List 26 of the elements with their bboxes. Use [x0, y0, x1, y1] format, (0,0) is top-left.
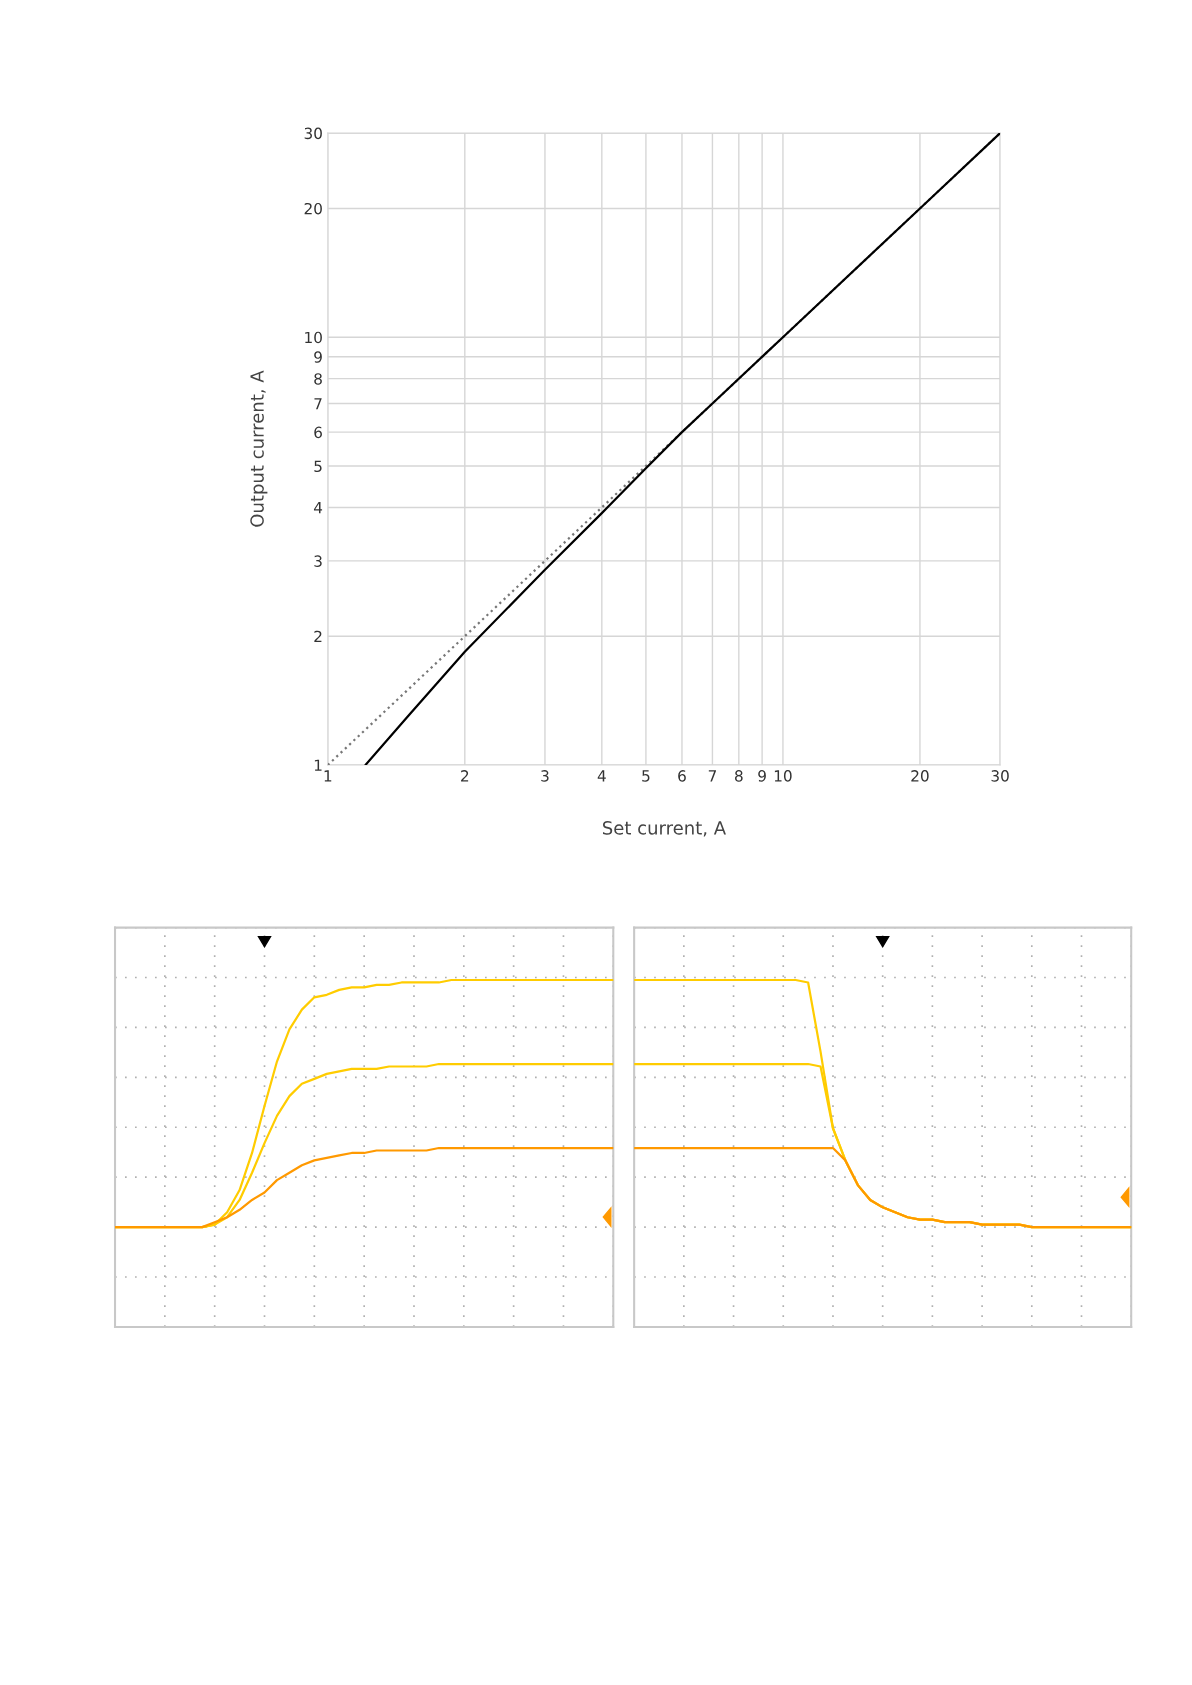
y-tick-label: 1 — [314, 759, 322, 771]
y-tick-label: 20 — [304, 202, 322, 215]
y-tick-label: 30 — [304, 127, 322, 140]
y-tick-label: 7 — [314, 398, 322, 410]
y-tick-label: 10 — [305, 331, 322, 344]
x-tick-label: 4 — [597, 770, 606, 782]
y-tick-label: 2 — [314, 630, 322, 643]
y-tick-label: 3 — [314, 555, 322, 567]
y-tick-label: 6 — [314, 426, 322, 439]
x-tick-label: 3 — [541, 770, 549, 782]
x-tick-label: 2 — [461, 770, 469, 782]
y-tick-label: 5 — [314, 460, 322, 473]
x-tick-label: 30 — [991, 770, 1009, 782]
x-tick-label: 10 — [774, 770, 792, 782]
x-tick-label: 6 — [678, 770, 686, 782]
y-axis-title: Output current, A — [250, 370, 268, 527]
y-tick-label: 4 — [313, 502, 323, 514]
x-tick-label: 7 — [708, 770, 716, 782]
x-axis-title: Set current, A — [602, 821, 726, 837]
x-tick-label: 9 — [758, 770, 766, 782]
y-tick-label: 8 — [314, 373, 322, 385]
x-tick-label: 20 — [911, 770, 929, 782]
y-tick-label: 9 — [314, 351, 322, 363]
x-tick-label: 1 — [324, 770, 332, 782]
x-tick-label: 8 — [735, 770, 743, 782]
x-tick-label: 5 — [642, 770, 650, 782]
